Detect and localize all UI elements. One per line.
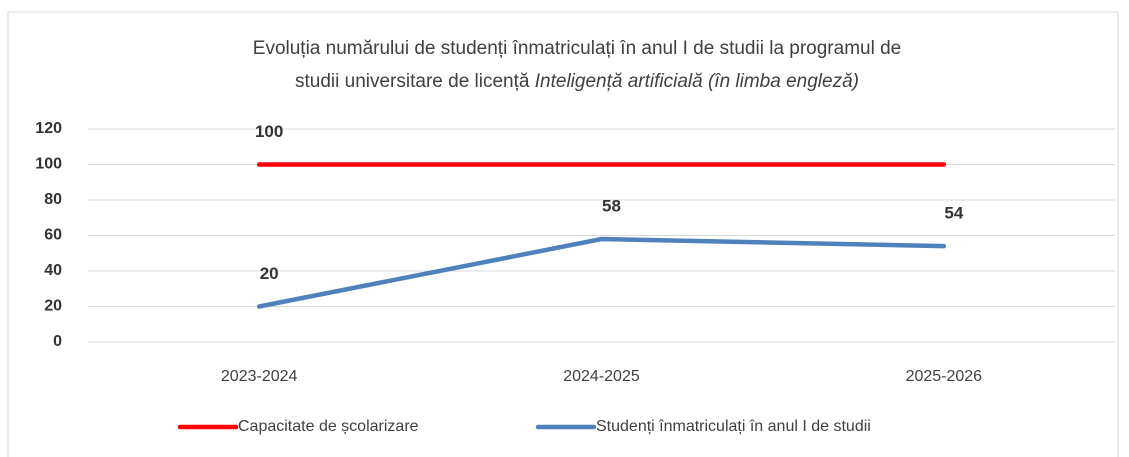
legend-label: Studenți înmatriculați în anul I de stud…	[596, 418, 871, 435]
y-tick-label: 80	[44, 191, 62, 208]
data-label: 54	[944, 204, 963, 223]
chart-title-italic: Inteligență artificială (în limba englez…	[535, 71, 859, 92]
x-tick-label: 2025-2026	[906, 368, 983, 385]
chart-title-part: studii universitare de licență	[295, 71, 530, 92]
y-tick-label: 60	[44, 227, 62, 244]
y-tick-label: 20	[44, 298, 62, 315]
chart-frame	[7, 11, 1119, 457]
y-tick-label: 100	[35, 156, 62, 173]
y-tick-label: 120	[35, 120, 62, 137]
y-tick-label: 40	[44, 262, 62, 279]
x-tick-label: 2024-2025	[563, 368, 640, 385]
chart-title-line2: studii universitare de licență Inteligen…	[295, 71, 859, 92]
x-tick-label: 2023-2024	[221, 368, 298, 385]
data-label: 100	[255, 122, 283, 141]
series-line	[256, 236, 947, 309]
legend-label: Capacitate de școlarizare	[238, 418, 419, 435]
data-label: 58	[602, 197, 621, 216]
data-label: 20	[260, 264, 279, 283]
chart-title: Evoluția numărului de studenți înmatricu…	[253, 38, 901, 59]
y-tick-label: 0	[53, 333, 62, 350]
